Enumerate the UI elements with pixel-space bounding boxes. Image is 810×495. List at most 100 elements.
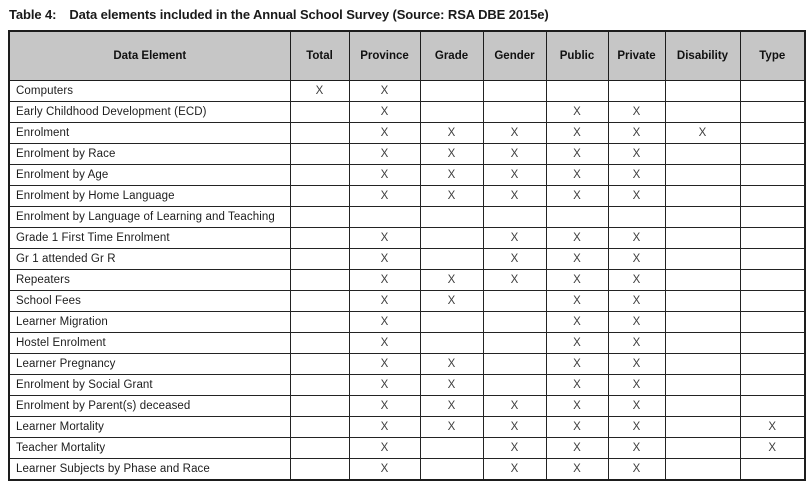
mark-cell	[664, 206, 741, 228]
table-row: Enrolment by Language of Learning and Te…	[8, 206, 806, 228]
col-header-province: Province	[348, 30, 421, 81]
mark-cell: X	[419, 290, 484, 312]
mark-cell	[739, 248, 806, 270]
row-label: Enrolment by Race	[8, 143, 291, 165]
mark-cell	[739, 227, 806, 249]
col-header-public: Public	[545, 30, 609, 81]
mark-cell: X	[419, 164, 484, 186]
mark-cell	[289, 374, 350, 396]
mark-cell: X	[607, 227, 666, 249]
row-label: Learner Pregnancy	[8, 353, 291, 375]
mark-cell: X	[545, 395, 609, 417]
col-header-total: Total	[289, 30, 350, 81]
mark-cell	[289, 395, 350, 417]
mark-cell	[289, 437, 350, 459]
mark-cell	[739, 332, 806, 354]
mark-cell	[664, 269, 741, 291]
mark-cell: X	[348, 374, 421, 396]
mark-cell	[664, 227, 741, 249]
table-row: Learner Subjects by Phase and Race X X X X	[8, 458, 806, 481]
mark-cell: X	[348, 332, 421, 354]
mark-cell: X	[482, 185, 547, 207]
mark-cell	[664, 332, 741, 354]
row-label: Learner Mortality	[8, 416, 291, 438]
table-header: Data Element Total Province Grade Gender…	[8, 30, 806, 81]
mark-cell: X	[348, 80, 421, 102]
row-label: Enrolment by Language of Learning and Te…	[8, 206, 291, 228]
mark-cell: X	[545, 143, 609, 165]
mark-cell: X	[348, 185, 421, 207]
mark-cell	[664, 311, 741, 333]
mark-cell	[419, 458, 484, 481]
row-label: Early Childhood Development (ECD)	[8, 101, 291, 123]
table-row: Learner Migration X X X	[8, 311, 806, 333]
mark-cell	[739, 185, 806, 207]
mark-cell: X	[348, 101, 421, 123]
mark-cell	[664, 458, 741, 481]
mark-cell: X	[545, 101, 609, 123]
mark-cell	[739, 290, 806, 312]
mark-cell	[607, 80, 666, 102]
mark-cell: X	[419, 143, 484, 165]
mark-cell	[482, 206, 547, 228]
mark-cell	[289, 290, 350, 312]
mark-cell: X	[419, 353, 484, 375]
table-row: Enrolment by Home Language X X X X X	[8, 185, 806, 207]
table-row: Enrolment by Age X X X X X	[8, 164, 806, 186]
mark-cell	[289, 101, 350, 123]
mark-cell: X	[348, 416, 421, 438]
mark-cell	[419, 101, 484, 123]
mark-cell: X	[739, 437, 806, 459]
mark-cell: X	[607, 122, 666, 144]
header-row: Data Element Total Province Grade Gender…	[8, 30, 806, 81]
mark-cell: X	[419, 185, 484, 207]
mark-cell: X	[607, 164, 666, 186]
mark-cell: X	[419, 395, 484, 417]
col-header-grade: Grade	[419, 30, 484, 81]
mark-cell: X	[348, 164, 421, 186]
table-row: Enrolment by Parent(s) deceased X X X X X	[8, 395, 806, 417]
mark-cell: X	[419, 122, 484, 144]
mark-cell	[289, 458, 350, 481]
mark-cell: X	[545, 416, 609, 438]
table-row: Hostel Enrolment X X X	[8, 332, 806, 354]
table-row: Enrolment by Social Grant X X X X	[8, 374, 806, 396]
mark-cell: X	[607, 185, 666, 207]
mark-cell	[739, 80, 806, 102]
mark-cell	[419, 311, 484, 333]
mark-cell	[739, 269, 806, 291]
mark-cell	[289, 227, 350, 249]
mark-cell: X	[348, 269, 421, 291]
table-row: Computers X X	[8, 80, 806, 102]
mark-cell	[419, 248, 484, 270]
table-row: Early Childhood Development (ECD) X X X	[8, 101, 806, 123]
mark-cell	[289, 311, 350, 333]
mark-cell	[739, 458, 806, 481]
mark-cell	[482, 353, 547, 375]
row-label: Enrolment by Social Grant	[8, 374, 291, 396]
row-label: Learner Subjects by Phase and Race	[8, 458, 291, 481]
row-label: Enrolment by Home Language	[8, 185, 291, 207]
mark-cell: X	[607, 458, 666, 481]
row-label: Computers	[8, 80, 291, 102]
row-label: School Fees	[8, 290, 291, 312]
mark-cell	[482, 332, 547, 354]
table-caption-text: Data elements included in the Annual Sch…	[69, 7, 549, 22]
table-row: Repeaters X X X X X	[8, 269, 806, 291]
mark-cell	[289, 164, 350, 186]
col-header-gender: Gender	[482, 30, 547, 81]
mark-cell: X	[482, 122, 547, 144]
mark-cell	[739, 374, 806, 396]
row-label: Grade 1 First Time Enrolment	[8, 227, 291, 249]
mark-cell: X	[545, 311, 609, 333]
table-row: Grade 1 First Time Enrolment X X X X	[8, 227, 806, 249]
row-label: Learner Migration	[8, 311, 291, 333]
mark-cell	[664, 248, 741, 270]
mark-cell	[419, 437, 484, 459]
mark-cell	[289, 206, 350, 228]
table-row: Learner Mortality X X X X X X	[8, 416, 806, 438]
row-label: Teacher Mortality	[8, 437, 291, 459]
data-elements-table: Data Element Total Province Grade Gender…	[8, 30, 806, 481]
mark-cell: X	[348, 353, 421, 375]
